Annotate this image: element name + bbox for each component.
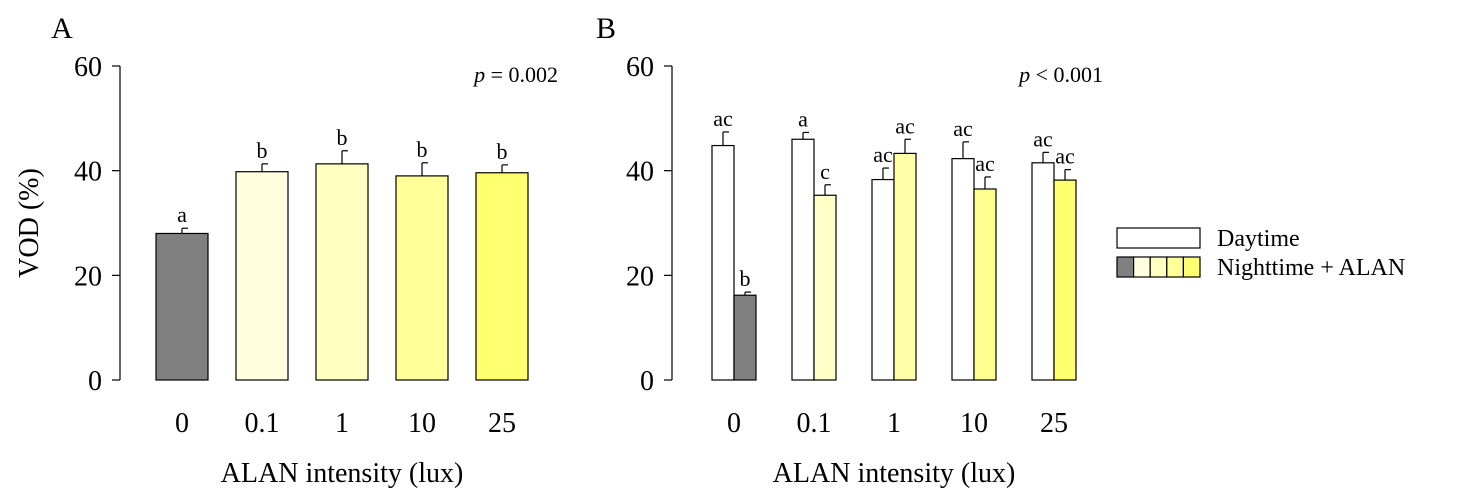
bar <box>235 171 289 381</box>
x-tick-label: 10 <box>408 408 436 439</box>
x-tick-label: 0.1 <box>245 408 280 439</box>
y-tick-label: 60 <box>74 52 102 83</box>
bar <box>951 158 975 381</box>
legend-swatch <box>1132 256 1151 278</box>
panel-letter: A <box>51 12 73 45</box>
bar <box>733 294 757 381</box>
significance-letter: a <box>177 202 187 227</box>
y-tick-label: 20 <box>74 261 102 292</box>
significance-letter: b <box>337 125 348 150</box>
bar <box>711 144 735 381</box>
legend: Daytime Nighttime + ALAN <box>1116 226 1405 281</box>
bar <box>791 138 815 381</box>
p-value-annotation: p = 0.002 <box>472 62 558 87</box>
significance-letter: ac <box>1033 126 1053 151</box>
significance-letter: b <box>257 138 268 163</box>
significance-letter: ac <box>953 116 973 141</box>
panel-letter: B <box>596 12 616 45</box>
x-tick-label: 10 <box>960 408 988 439</box>
significance-letter: a <box>798 106 808 131</box>
bar <box>475 172 529 381</box>
significance-letter: b <box>740 266 751 291</box>
bar <box>1053 179 1077 381</box>
significance-letter: ac <box>713 106 733 131</box>
bar <box>315 163 369 381</box>
legend-swatch <box>1116 227 1201 249</box>
significance-letter: ac <box>1055 144 1075 169</box>
significance-letter: ac <box>975 151 995 176</box>
p-symbol: p <box>472 62 485 87</box>
significance-letter: ac <box>873 142 893 167</box>
y-tick-label: 40 <box>74 157 102 188</box>
legend-swatch <box>1116 256 1135 278</box>
legend-swatch <box>1182 256 1201 278</box>
panel-a: A 0 20 40 60 a b b b b 0 0.1 1 10 25 ALAN intensity (lu… <box>14 12 558 489</box>
y-tick-label: 60 <box>626 52 654 83</box>
y-tick-label: 0 <box>640 366 654 397</box>
bar <box>813 194 837 381</box>
y-tick-label: 0 <box>88 366 102 397</box>
y-axis-title: VOD (%) <box>14 168 45 278</box>
bar <box>1031 162 1055 381</box>
x-tick-label: 0 <box>175 408 189 439</box>
bar <box>871 178 895 381</box>
significance-letter: b <box>497 139 508 164</box>
significance-letter: b <box>417 137 428 162</box>
bar <box>395 175 449 381</box>
y-tick-label: 40 <box>626 157 654 188</box>
legend-swatch <box>1149 256 1168 278</box>
p-value-text: = 0.002 <box>485 62 558 87</box>
x-axis-title: ALAN intensity (lux) <box>221 458 464 489</box>
legend-swatch <box>1166 256 1185 278</box>
x-tick-label: 0.1 <box>797 408 832 439</box>
p-value-annotation: p < 0.001 <box>1017 62 1103 87</box>
legend-label: Daytime <box>1217 226 1300 252</box>
p-value-text: < 0.001 <box>1030 62 1103 87</box>
legend-label: Nighttime + ALAN <box>1217 255 1405 281</box>
x-tick-label: 1 <box>887 408 901 439</box>
significance-letter: ac <box>895 113 915 138</box>
significance-letter: c <box>820 159 830 184</box>
y-tick-label: 20 <box>626 261 654 292</box>
x-axis-title: ALAN intensity (lux) <box>773 458 1016 489</box>
x-tick-label: 25 <box>488 408 516 439</box>
bar <box>155 232 209 381</box>
x-tick-label: 0 <box>727 408 741 439</box>
bar <box>973 188 997 381</box>
x-tick-label: 1 <box>335 408 349 439</box>
p-symbol: p <box>1017 62 1030 87</box>
bar <box>893 152 917 381</box>
x-tick-label: 25 <box>1040 408 1068 439</box>
